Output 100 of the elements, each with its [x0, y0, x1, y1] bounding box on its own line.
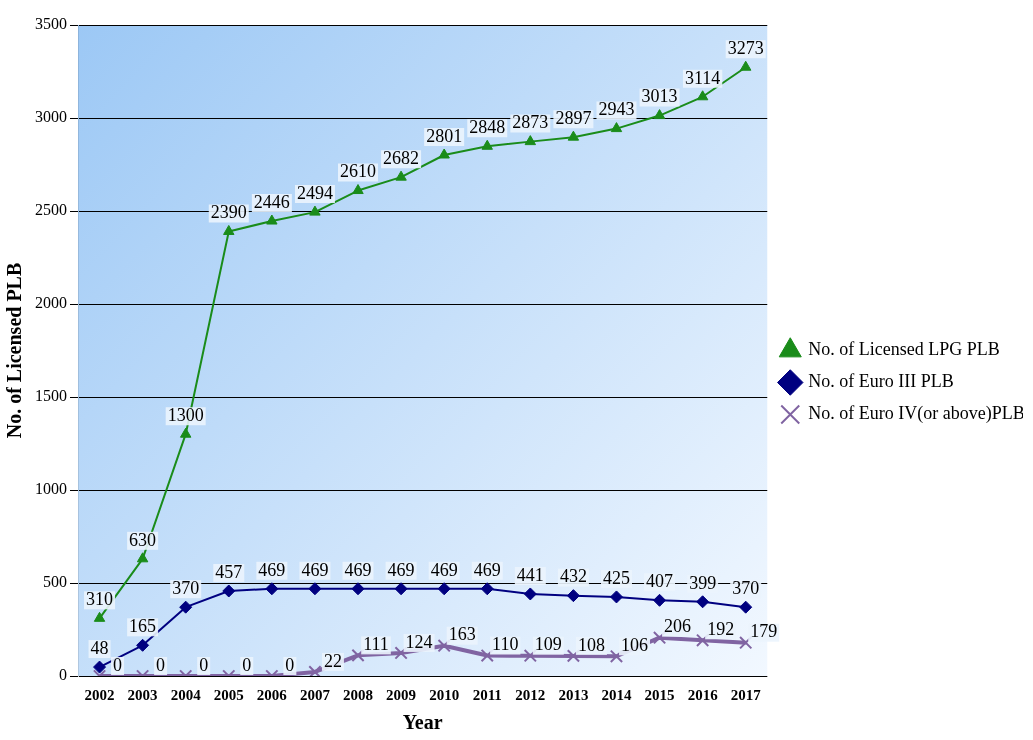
data-label: 110	[492, 634, 519, 655]
data-label: 179	[750, 621, 778, 642]
point	[309, 205, 321, 216]
point	[739, 636, 753, 650]
point	[308, 582, 322, 596]
x-tick-label: 2004	[170, 686, 202, 703]
point	[136, 552, 149, 563]
point	[223, 224, 235, 235]
y-tick-label: 3000	[35, 108, 67, 126]
data-label: 441	[516, 564, 544, 585]
point	[136, 638, 150, 652]
data-label: 469	[258, 559, 286, 580]
data-label: 370	[172, 577, 200, 598]
point	[567, 130, 580, 141]
data-label: 407	[646, 571, 674, 592]
data-label: 22	[323, 650, 342, 671]
x-tick-label: 2010	[429, 686, 460, 703]
data-label: 2446	[253, 191, 290, 212]
x-axis-title: Year	[402, 711, 443, 734]
x-tick-label: 2014	[601, 686, 632, 703]
point	[222, 584, 236, 598]
data-label: 2801	[426, 125, 463, 146]
data-label: 469	[473, 559, 501, 580]
x-tick-label: 2009	[386, 686, 417, 703]
x-tick-label: 2013	[558, 686, 589, 703]
point	[696, 90, 709, 101]
point	[740, 60, 752, 71]
data-label: 0	[285, 654, 295, 675]
data-label: 2682	[383, 147, 420, 168]
data-label: 469	[301, 559, 329, 580]
data-label: 0	[199, 654, 209, 675]
point	[395, 170, 407, 181]
data-label: 2610	[340, 161, 377, 182]
x-tick-label: 2011	[472, 686, 502, 703]
data-label: 310	[86, 589, 114, 610]
legend-label: No. of Licensed LPG PLB	[808, 339, 1000, 360]
point	[523, 587, 537, 601]
data-label: 2390	[210, 202, 247, 223]
x-tick-label: 2002	[84, 686, 115, 703]
data-label: 0	[156, 654, 166, 675]
point	[438, 148, 450, 159]
point	[653, 593, 667, 607]
data-label: 111	[363, 634, 389, 655]
x-tick-label: 2008	[343, 686, 374, 703]
data-label: 3013	[641, 86, 678, 107]
y-tick-label: 500	[43, 573, 67, 591]
point	[610, 122, 623, 133]
point	[266, 214, 278, 225]
data-label: 0	[242, 654, 252, 675]
data-label: 469	[344, 559, 372, 580]
x-tick-label: 2005	[213, 686, 244, 703]
x-tick-label: 2007	[299, 686, 331, 703]
x-tick-label: 2017	[730, 686, 762, 703]
point	[93, 660, 107, 674]
point	[394, 582, 408, 596]
data-label: 192	[707, 619, 735, 640]
data-label: 0	[113, 654, 123, 675]
point	[653, 109, 666, 120]
data-label: 2494	[296, 182, 333, 203]
point	[480, 648, 494, 663]
data-label: 3273	[727, 37, 764, 58]
data-label: 124	[405, 631, 433, 652]
y-tick-label: 2500	[35, 201, 67, 219]
point	[566, 589, 580, 603]
point	[696, 595, 710, 609]
y-tick-label: 1000	[35, 480, 67, 498]
point	[524, 135, 537, 146]
y-axis-title: No. of Licensed PLB	[3, 262, 26, 439]
point	[180, 427, 192, 438]
data-label: 469	[430, 559, 458, 580]
data-label: 457	[215, 561, 243, 582]
point	[93, 611, 106, 622]
data-label: 2848	[469, 117, 506, 138]
point	[652, 631, 667, 645]
x-tick-label: 2012	[515, 686, 546, 703]
point	[308, 665, 322, 676]
x-tick-label: 2015	[644, 686, 675, 703]
legend-label: No. of Euro IV(or above)PLB	[808, 403, 1025, 425]
data-label: 206	[664, 616, 692, 637]
x-tick-label: 2006	[256, 686, 288, 703]
x-tick-label: 2016	[687, 686, 719, 703]
point	[437, 639, 451, 653]
data-label: 1300	[167, 404, 204, 425]
data-label: 163	[448, 624, 476, 645]
point	[352, 184, 364, 195]
data-label: 630	[129, 529, 157, 550]
point	[609, 590, 623, 604]
data-label: 425	[602, 567, 630, 588]
data-label: 2897	[555, 107, 592, 128]
y-tick-label: 0	[59, 666, 67, 684]
point	[480, 582, 494, 596]
data-label: 469	[387, 559, 415, 580]
data-label: 3114	[684, 67, 721, 88]
data-label: 432	[559, 566, 587, 587]
x-tick-label: 2003	[127, 686, 158, 703]
point	[523, 649, 537, 663]
point	[481, 139, 493, 150]
data-label: 370	[732, 577, 760, 598]
point	[179, 600, 193, 614]
y-tick-label: 1500	[35, 387, 67, 405]
